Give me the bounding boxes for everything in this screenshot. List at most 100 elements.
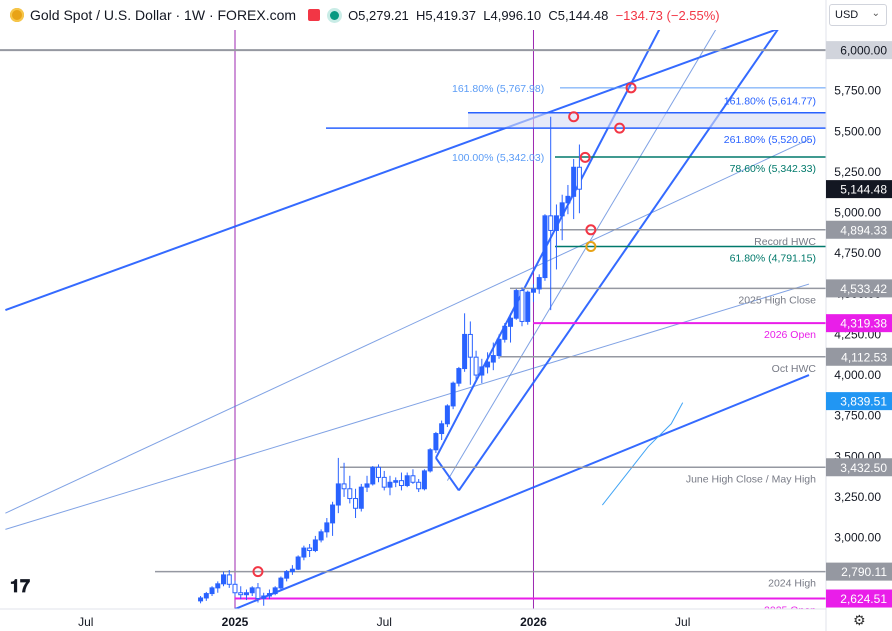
candle-body (376, 466, 381, 478)
candle-body (341, 483, 347, 490)
candle-body (203, 593, 209, 599)
candle-body (439, 423, 445, 435)
candle-body (479, 366, 485, 376)
currency-label: USD (835, 9, 859, 21)
candle-body (335, 483, 341, 506)
candle-body (364, 483, 370, 488)
candle-body (530, 288, 536, 293)
y-tick-label: 5,750.00 (834, 84, 881, 98)
candle-body (559, 202, 565, 217)
candle-body (387, 481, 393, 488)
candle-body (542, 215, 548, 279)
price-tag (826, 458, 892, 477)
candle-body (427, 449, 433, 472)
candle-body (353, 498, 359, 509)
candle-body (404, 475, 410, 487)
moving-average-line (601, 402, 684, 506)
candle-body (243, 592, 249, 596)
trendline (5, 139, 810, 514)
trendline (234, 374, 810, 609)
price-level-label: Record HWC (754, 236, 816, 248)
price-tag (826, 220, 892, 239)
chevron-down-icon: ⌄ (871, 8, 880, 19)
price-tag (826, 279, 892, 298)
candle-body (444, 405, 450, 425)
candle-body (410, 475, 416, 483)
gear-icon[interactable]: ⚙ (853, 612, 866, 628)
trendline (5, 283, 810, 530)
price-tag-label: 5,144.48 (840, 183, 887, 197)
pivot-marker (585, 224, 597, 236)
candle-body (318, 531, 324, 541)
candle-body (513, 290, 519, 319)
candle-body (525, 291, 531, 322)
candle-body (347, 488, 353, 500)
candle-body (536, 277, 542, 290)
candle-body (330, 504, 336, 524)
low-value: L4,996.10 (483, 7, 542, 23)
candle-body (307, 547, 313, 552)
candle-body (450, 382, 456, 407)
candle-body (416, 481, 422, 490)
candle-body (278, 577, 284, 589)
candle-body (209, 587, 215, 595)
open-value: O5,279.21 (348, 7, 409, 23)
candle-body (289, 568, 295, 573)
price-level-label: 2024 High (768, 578, 816, 590)
price-tag (826, 347, 892, 366)
price-level-label: 161.80% (5,614.77) (724, 96, 816, 108)
candle-body (232, 583, 238, 594)
price-tag (826, 589, 892, 608)
x-tick-label: 2025 (222, 615, 249, 629)
candle-body (324, 522, 330, 533)
pivot-marker (625, 82, 637, 94)
candle-body (467, 333, 473, 358)
x-tick-label: Jul (675, 615, 690, 629)
pivot-marker (252, 566, 264, 578)
pivot-marker (568, 111, 580, 123)
price-tag (826, 180, 892, 199)
price-tag (826, 41, 892, 60)
y-tick-label: 5,250.00 (834, 165, 881, 179)
candle-body (485, 361, 491, 368)
price-level-label: June High Close / May High (686, 473, 816, 485)
price-level-label: 100.00% (5,342.03) (452, 152, 544, 164)
price-tag-label: 3,432.50 (840, 461, 887, 475)
candle-body (576, 166, 582, 190)
pivot-marker (614, 122, 626, 134)
currency-selector[interactable]: USD ⌄ (829, 4, 887, 26)
candle-body (226, 574, 232, 585)
candle-body (571, 166, 577, 197)
candle-body (255, 587, 261, 599)
y-tick-label: 4,000.00 (834, 368, 881, 382)
change-value: −134.73 (−2.55%) (615, 7, 720, 23)
tradingview-logo-icon[interactable]: 𝟏𝟕 (10, 576, 31, 597)
chart-header: Gold Spot / U.S. Dollar · 1W · FOREX.com… (0, 0, 826, 30)
price-tag-label: 4,112.53 (841, 350, 887, 364)
pivot-marker (579, 151, 591, 163)
price-tag-label: 4,319.38 (840, 317, 887, 331)
price-tag (826, 562, 892, 581)
gold-coin-icon (10, 8, 24, 22)
flag-icon[interactable] (308, 9, 321, 21)
candle-body (261, 595, 267, 599)
price-tag-label: 6,000.00 (840, 44, 887, 58)
candle-body (456, 368, 462, 384)
price-level-label: 2025 High Close (738, 294, 816, 306)
price-tag-label: 2,624.51 (840, 592, 887, 606)
candle-body (433, 433, 439, 451)
price-level-label: 261.80% (5,520.05) (724, 134, 816, 146)
candle-body (370, 466, 376, 485)
candle-body (496, 338, 502, 357)
price-level-label: 2026 Open (764, 329, 816, 341)
candle-body (198, 597, 204, 602)
x-tick-label: Jul (78, 615, 93, 629)
candle-body (421, 470, 427, 490)
y-tick-label: 5,500.00 (834, 124, 881, 138)
price-level-label: 2025 Open (764, 605, 816, 617)
symbol-title[interactable]: Gold Spot / U.S. Dollar · 1W · FOREX.com (30, 7, 297, 23)
candle-body (502, 325, 508, 340)
x-tick-label: Jul (377, 615, 392, 629)
y-tick-label: 5,000.00 (834, 206, 881, 220)
